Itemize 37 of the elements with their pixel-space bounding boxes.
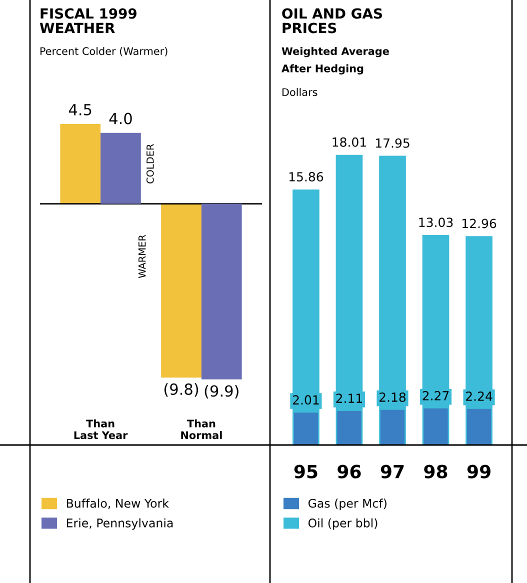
x-tick-label: 96 [338,464,361,478]
bar [380,410,405,445]
y-axis-title: Dollars [282,88,318,96]
chart-subtitle: Percent Colder (Warmer) [40,47,168,56]
x-tick-label: Than Normal [181,419,222,440]
legend-label: Erie, Pennsylvania [66,518,173,530]
legend-label: Oil (per bbl) [308,518,378,530]
data-label: 2.24 [466,391,492,401]
chart-title: FISCAL 1999 WEATHER [40,8,137,34]
bar [337,411,362,445]
data-label: 15.86 [289,172,324,182]
data-label: 4.5 [68,104,92,116]
x-tick-label: 98 [424,464,448,478]
x-tick-label: 99 [467,464,490,478]
legend-label: Gas (per Mcf) [308,498,386,510]
data-label: 2.01 [292,395,319,405]
annotation: COLDER [146,144,154,184]
data-label: 2.27 [422,390,449,400]
chart-title: OIL AND GAS PRICES [282,8,382,34]
data-label: 2.18 [380,392,406,402]
data-label: 13.03 [419,218,453,228]
data-label: 18.01 [332,137,366,147]
bar [424,408,448,445]
bar [294,412,318,445]
data-label: 12.96 [462,218,496,228]
bar [466,408,492,445]
legend-label: Buffalo, New York [66,498,169,509]
annotation: WARMER [138,234,146,278]
data-label: 4.0 [109,112,132,124]
x-tick-label: 95 [294,464,318,478]
data-label: (9.8) [164,383,198,397]
data-label: (9.9) [204,384,238,399]
x-tick-label: 97 [380,464,404,478]
data-label: 17.95 [376,138,410,148]
x-tick-label: Than Last Year [74,419,128,440]
chart-subtitle: Weighted Average After Hedging [282,47,389,74]
data-label: 2.11 [336,394,362,403]
